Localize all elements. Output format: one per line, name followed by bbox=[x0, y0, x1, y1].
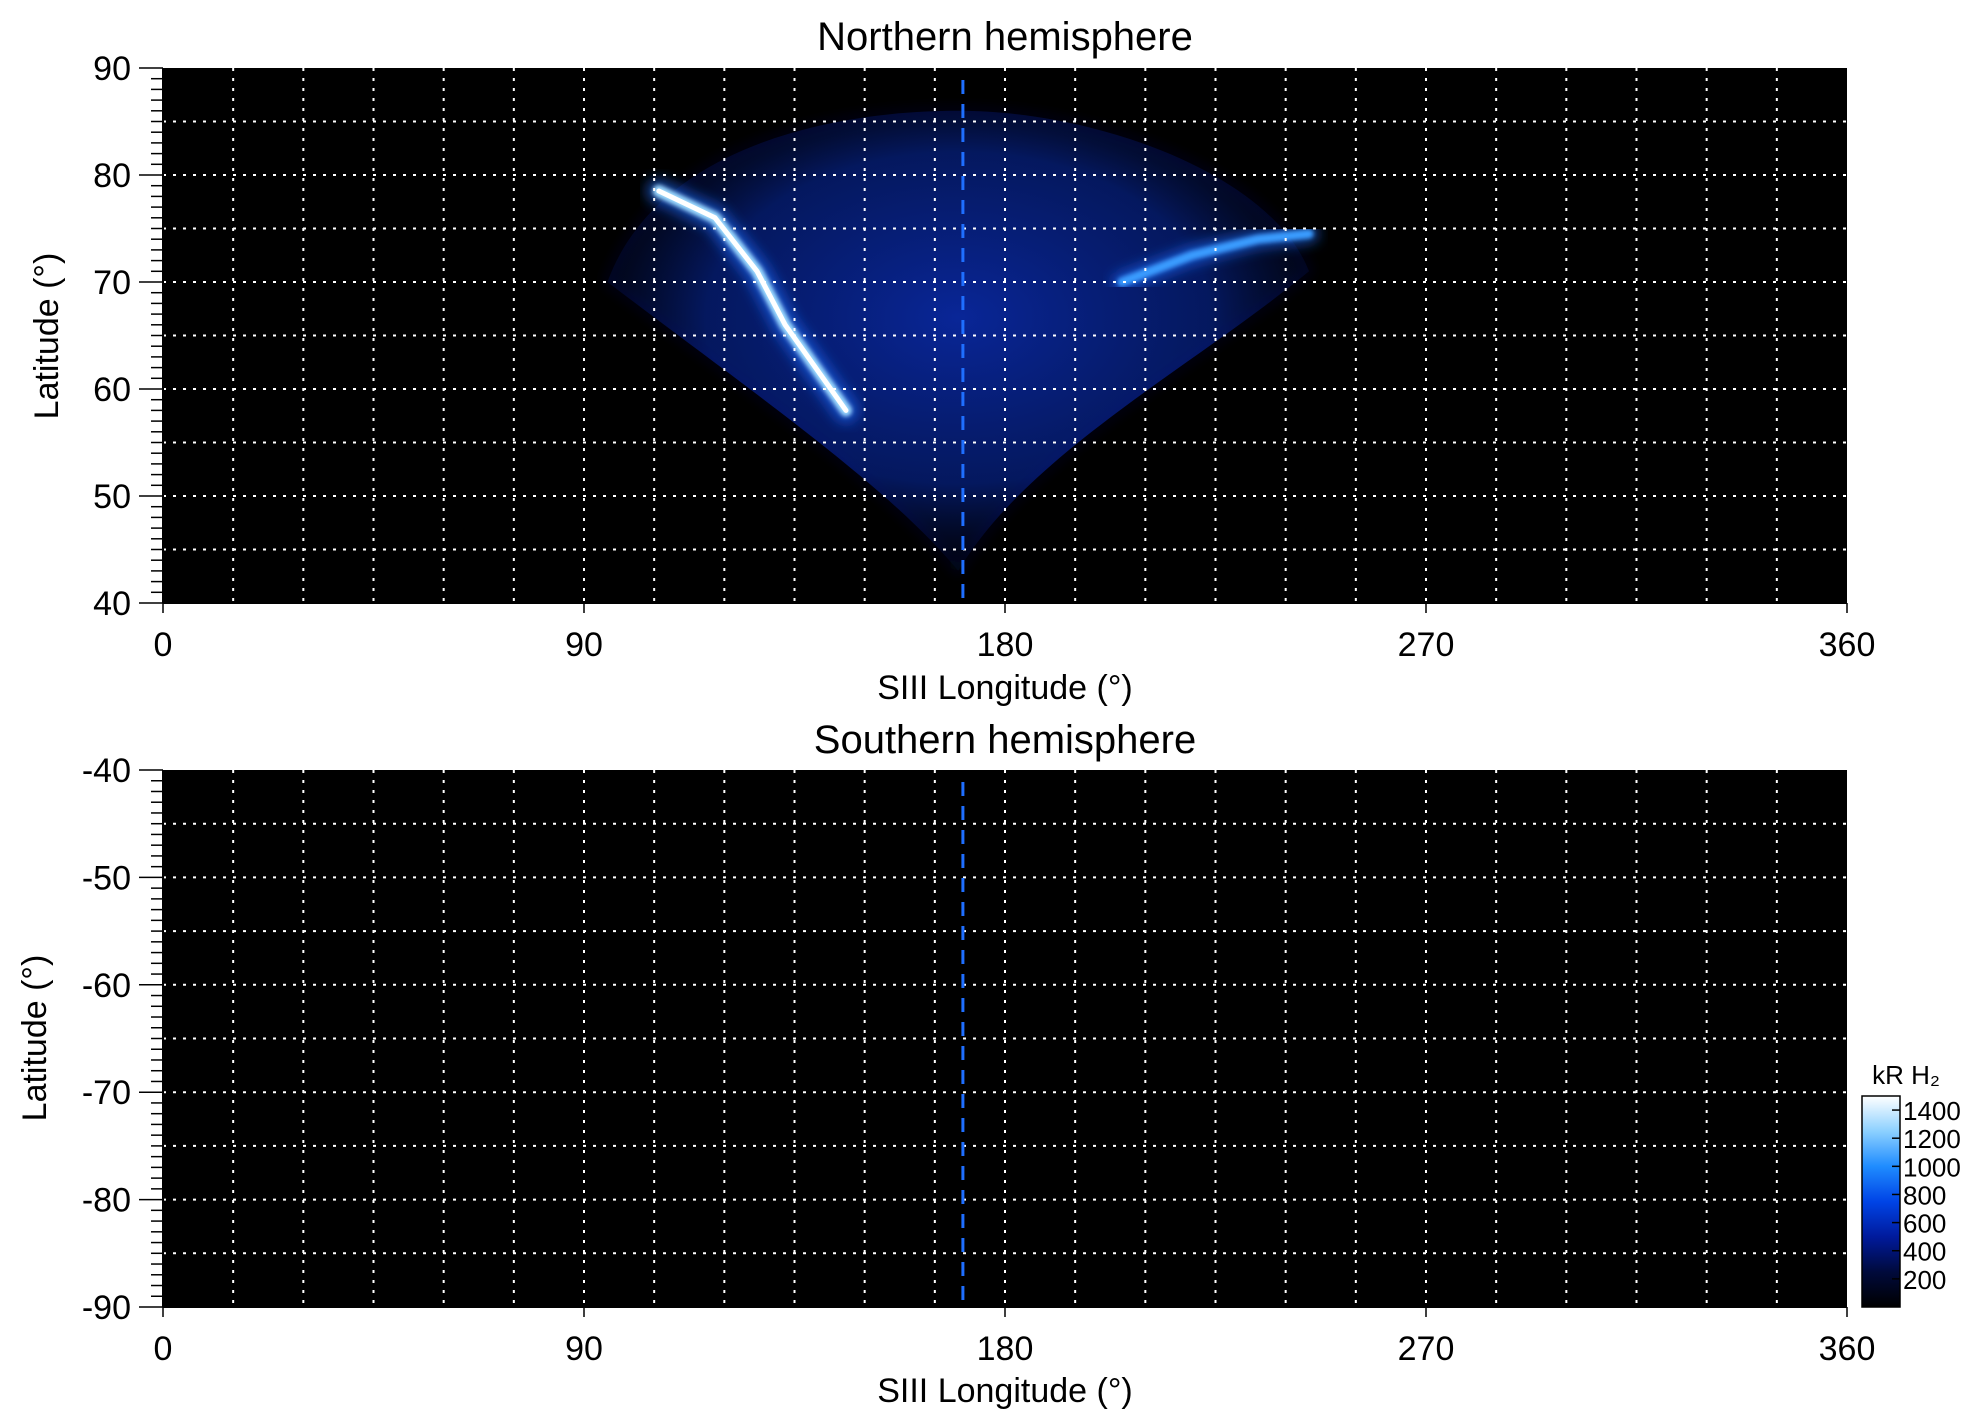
y-tick-label: -40 bbox=[82, 752, 131, 790]
panel-north-x-axis-label: SIII Longitude (°) bbox=[877, 669, 1133, 707]
panel-north-grid bbox=[163, 68, 1847, 603]
panel-south-grid bbox=[163, 770, 1847, 1307]
y-tick-label: 90 bbox=[93, 50, 131, 88]
y-tick-label: -60 bbox=[82, 967, 131, 1005]
x-tick-label: 0 bbox=[154, 1330, 173, 1368]
panel-south-y-axis-label: Latitude (°) bbox=[16, 955, 54, 1122]
panel-north-emission bbox=[605, 109, 1320, 574]
x-tick-label: 270 bbox=[1398, 1330, 1455, 1368]
panel-south-y-axis: -40 -50 -60 -70 -80 -90 bbox=[82, 752, 164, 1327]
colorbar-tick-label: 800 bbox=[1903, 1180, 1946, 1210]
colorbar-tick-label: 600 bbox=[1903, 1209, 1946, 1239]
panel-north: Northern hemisphere 90 80 70 60 50 40 0 90 180 2… bbox=[28, 15, 1875, 707]
x-tick-label: 180 bbox=[977, 626, 1034, 664]
panel-north-y-axis: 90 80 70 60 50 40 bbox=[93, 50, 164, 623]
x-tick-label: 90 bbox=[565, 1330, 603, 1368]
colorbar-tick-label: 1000 bbox=[1903, 1152, 1961, 1182]
y-tick-label: 70 bbox=[93, 264, 131, 302]
x-tick-label: 90 bbox=[565, 626, 603, 664]
x-tick-label: 270 bbox=[1398, 626, 1455, 664]
x-tick-label: 0 bbox=[154, 626, 173, 664]
y-tick-label: 50 bbox=[93, 478, 131, 516]
y-tick-label: 60 bbox=[93, 371, 131, 409]
y-tick-label: -90 bbox=[82, 1289, 131, 1327]
colorbar-tick-label: 400 bbox=[1903, 1237, 1946, 1267]
x-tick-label: 180 bbox=[977, 1330, 1034, 1368]
emission-fan bbox=[607, 110, 1310, 571]
panel-south-x-axis: 0 90 180 270 360 bbox=[154, 1306, 1876, 1368]
emission-fan-edge bbox=[605, 109, 1311, 574]
panel-north-title: Northern hemisphere bbox=[817, 15, 1193, 59]
y-tick-label: -80 bbox=[82, 1182, 131, 1220]
y-tick-label: -70 bbox=[82, 1074, 131, 1112]
y-tick-label: 40 bbox=[93, 585, 131, 623]
emission-arc bbox=[1117, 229, 1314, 287]
emission-arc-core bbox=[656, 188, 849, 413]
panel-south-title: Southern hemisphere bbox=[814, 718, 1196, 762]
colorbar-label: kR H₂ bbox=[1872, 1060, 1940, 1090]
colorbar-tick-label: 1400 bbox=[1903, 1096, 1961, 1126]
panel-north-y-axis-label: Latitude (°) bbox=[28, 253, 66, 420]
colorbar-gradient bbox=[1861, 1095, 1901, 1308]
panel-south-x-axis-label: SIII Longitude (°) bbox=[877, 1372, 1133, 1410]
panel-south: Southern hemisphere -40 -50 -60 -70 -80 -90 0… bbox=[16, 718, 1875, 1410]
y-tick-label: -50 bbox=[82, 859, 131, 897]
x-tick-label: 360 bbox=[1819, 626, 1876, 664]
colorbar-tick-label: 1200 bbox=[1903, 1124, 1961, 1154]
y-tick-label: 80 bbox=[93, 157, 131, 195]
panel-north-x-axis: 0 90 180 270 360 bbox=[154, 602, 1876, 664]
colorbar-tick-label: 200 bbox=[1903, 1265, 1946, 1295]
x-tick-label: 360 bbox=[1819, 1330, 1876, 1368]
